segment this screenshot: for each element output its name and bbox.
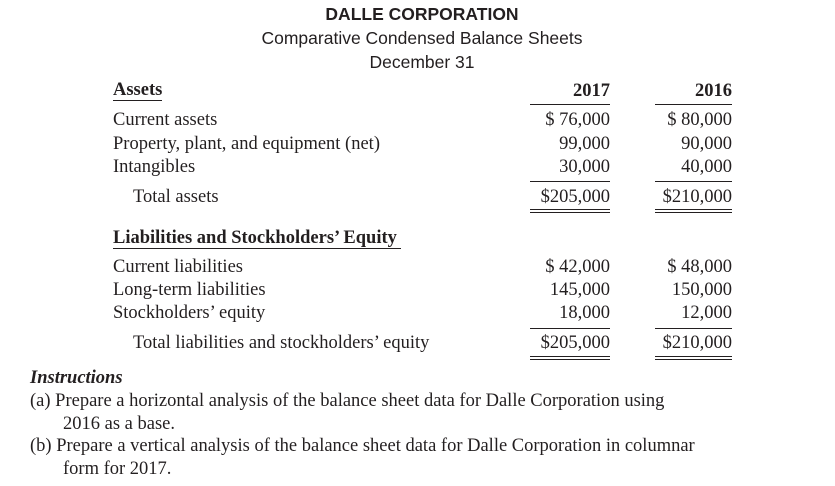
company-name: DALLE CORPORATION [325,4,519,24]
assets-heading: Assets [113,80,163,101]
value-2017: $ 42,000 [545,257,610,277]
total-2017: $205,000 [540,187,610,207]
total-2017: $205,000 [540,333,610,353]
row-label: Current assets [113,110,218,130]
instruction-b-cont: form for 2017. [63,459,172,479]
value-2016: $ 80,000 [667,110,732,130]
column-2016: 2016 [695,81,732,101]
row-label: Stockholders’ equity [113,303,266,323]
row-label: Intangibles [113,157,196,177]
value-2017: 18,000 [559,303,610,323]
value-2017: $ 76,000 [545,110,610,130]
total-2016: $210,000 [662,187,732,207]
value-2017: 99,000 [559,134,610,154]
column-2017: 2017 [573,81,610,101]
instruction-a-cont: 2016 as a base. [63,414,175,434]
instructions-heading: Instructions [30,368,123,388]
value-2016: 12,000 [681,303,732,323]
total-label: Total liabilities and stockholders’ equi… [133,333,430,353]
row-label: Long-term liabilities [113,280,266,300]
value-2016: 40,000 [681,157,732,177]
row-label: Current liabilities [113,257,243,277]
instruction-a: (a) Prepare a horizontal analysis of the… [30,391,665,411]
statement-date: December 31 [369,52,475,72]
row-label: Property, plant, and equipment (net) [113,134,380,154]
value-2017: 30,000 [559,157,610,177]
value-2016: $ 48,000 [667,257,732,277]
statement-title: Comparative Condensed Balance Sheets [261,28,583,48]
instruction-b: (b) Prepare a vertical analysis of the b… [30,436,695,456]
value-2016: 90,000 [681,134,732,154]
value-2017: 145,000 [549,280,610,300]
value-2016: 150,000 [671,280,732,300]
liabilities-heading: Liabilities and Stockholders’ Equity [113,228,401,249]
total-2016: $210,000 [662,333,732,353]
total-label: Total assets [133,187,219,207]
